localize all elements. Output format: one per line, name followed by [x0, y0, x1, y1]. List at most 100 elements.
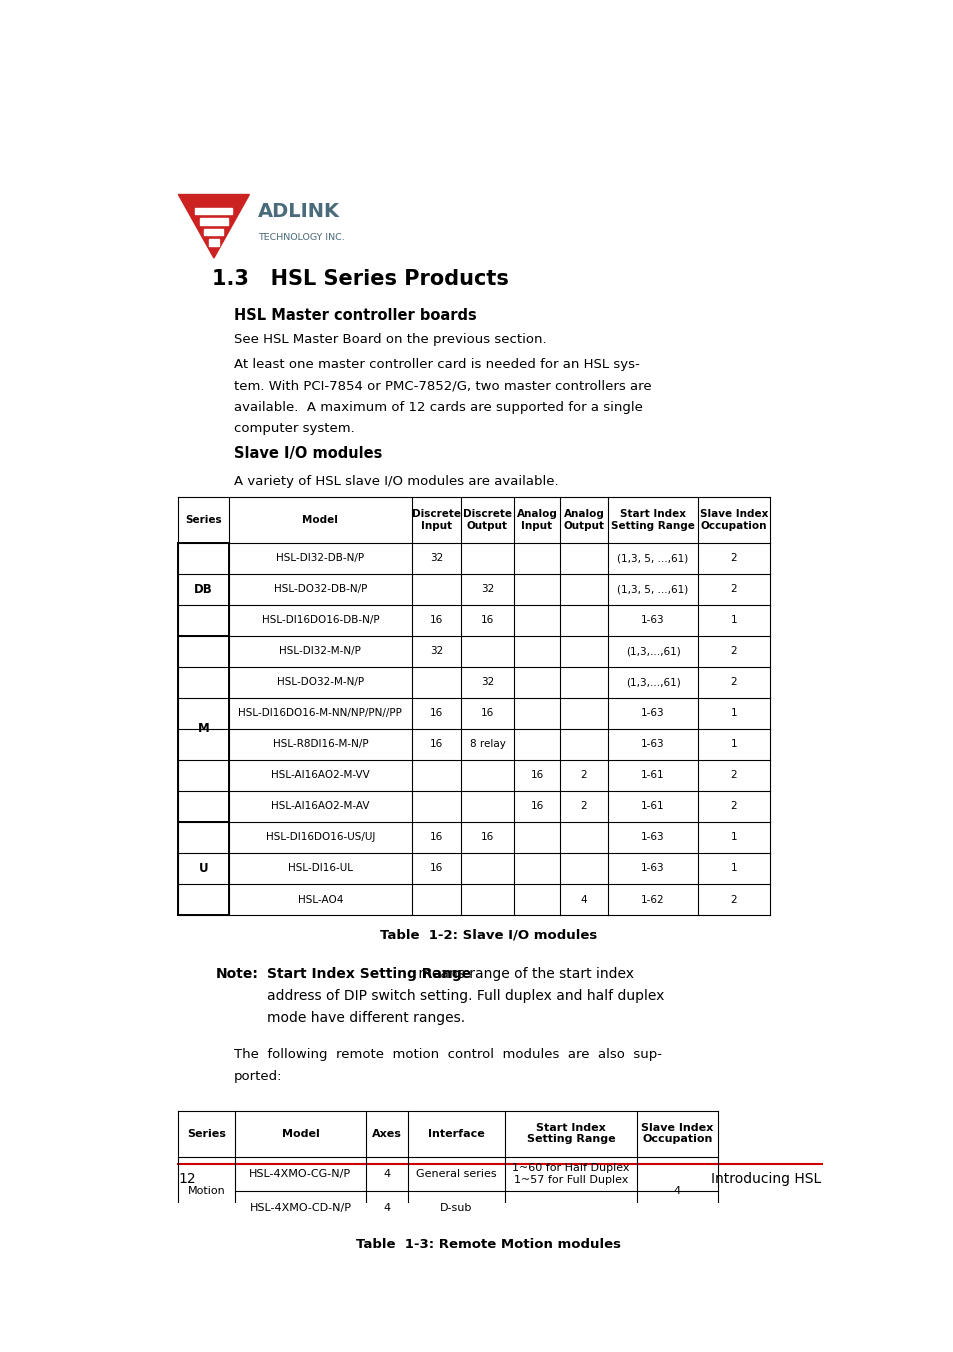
Text: Analog
Input: Analog Input — [516, 510, 557, 531]
Polygon shape — [199, 219, 228, 224]
Text: Table  1-3: Remote Motion modules: Table 1-3: Remote Motion modules — [356, 1237, 620, 1251]
Text: D-sub: D-sub — [439, 1203, 472, 1213]
Text: ADLINK: ADLINK — [258, 201, 340, 220]
Text: 1-63: 1-63 — [640, 708, 664, 718]
Text: Introducing HSL: Introducing HSL — [711, 1172, 821, 1186]
Text: computer system.: computer system. — [233, 422, 355, 435]
Text: HSL-4XMO-CD-N/P: HSL-4XMO-CD-N/P — [249, 1203, 351, 1213]
Text: HSL-4XMO-CG-N/P: HSL-4XMO-CG-N/P — [249, 1168, 351, 1179]
Polygon shape — [178, 195, 249, 258]
Text: 16: 16 — [430, 615, 442, 625]
Text: 2: 2 — [730, 553, 737, 564]
Text: 1: 1 — [730, 708, 737, 718]
Text: Start Index Setting Range: Start Index Setting Range — [267, 967, 471, 982]
Text: 1.3   HSL Series Products: 1.3 HSL Series Products — [212, 269, 508, 289]
Text: Axes: Axes — [372, 1129, 401, 1138]
Text: Model: Model — [302, 515, 338, 525]
Text: 16: 16 — [530, 802, 543, 811]
Text: 4: 4 — [383, 1168, 390, 1179]
Text: 2: 2 — [730, 584, 737, 595]
Text: Start Index
Setting Range: Start Index Setting Range — [526, 1122, 615, 1144]
Text: 16: 16 — [430, 833, 442, 842]
Text: HSL-R8DI16-M-N/P: HSL-R8DI16-M-N/P — [273, 740, 368, 749]
Text: Series: Series — [185, 515, 222, 525]
Text: The  following  remote  motion  control  modules  are  also  sup-: The following remote motion control modu… — [233, 1048, 661, 1061]
Text: 2: 2 — [580, 771, 587, 780]
Text: ported:: ported: — [233, 1071, 282, 1083]
Text: A variety of HSL slave I/O modules are available.: A variety of HSL slave I/O modules are a… — [233, 475, 558, 488]
Text: Discrete
Input: Discrete Input — [412, 510, 460, 531]
Text: 1~60 for Half Duplex
1~57 for Full Duplex: 1~60 for Half Duplex 1~57 for Full Duple… — [512, 1163, 629, 1184]
Text: (1,3,...,61): (1,3,...,61) — [625, 646, 679, 656]
Text: 32: 32 — [430, 553, 442, 564]
Text: 2: 2 — [580, 802, 587, 811]
Text: 8 relay: 8 relay — [469, 740, 505, 749]
Text: 1-63: 1-63 — [640, 864, 664, 873]
Text: 2: 2 — [730, 802, 737, 811]
Text: HSL-DI16DO16-US/UJ: HSL-DI16DO16-US/UJ — [265, 833, 375, 842]
Text: HSL-AI16AO2-M-AV: HSL-AI16AO2-M-AV — [271, 802, 369, 811]
Text: TECHNOLOGY INC.: TECHNOLOGY INC. — [258, 233, 345, 242]
Text: mode have different ranges.: mode have different ranges. — [267, 1011, 465, 1025]
Text: HSL-DI16DO16-DB-N/P: HSL-DI16DO16-DB-N/P — [261, 615, 378, 625]
Text: 1: 1 — [730, 740, 737, 749]
Text: Slave I/O modules: Slave I/O modules — [233, 446, 382, 461]
Text: HSL-DO32-DB-N/P: HSL-DO32-DB-N/P — [274, 584, 367, 595]
Text: 1: 1 — [730, 833, 737, 842]
Text: HSL-DI16-UL: HSL-DI16-UL — [288, 864, 353, 873]
Text: U: U — [198, 863, 208, 875]
Text: M: M — [197, 722, 210, 735]
Text: 16: 16 — [480, 833, 494, 842]
Text: available.  A maximum of 12 cards are supported for a single: available. A maximum of 12 cards are sup… — [233, 400, 642, 414]
Text: address of DIP switch setting. Full duplex and half duplex: address of DIP switch setting. Full dupl… — [267, 988, 664, 1003]
Text: 4: 4 — [383, 1203, 390, 1213]
Text: HSL-DI16DO16-M-NN/NP/PN//PP: HSL-DI16DO16-M-NN/NP/PN//PP — [238, 708, 402, 718]
Text: means range of the start index: means range of the start index — [413, 967, 633, 982]
Text: General series: General series — [416, 1168, 497, 1179]
Text: HSL-AO4: HSL-AO4 — [297, 895, 343, 904]
Text: 2: 2 — [730, 646, 737, 656]
Text: 1-63: 1-63 — [640, 740, 664, 749]
Text: Table  1-2: Slave I/O modules: Table 1-2: Slave I/O modules — [380, 929, 597, 941]
Text: 32: 32 — [480, 677, 494, 687]
Text: DB: DB — [194, 583, 213, 596]
Text: 32: 32 — [430, 646, 442, 656]
Text: At least one master controller card is needed for an HSL sys-: At least one master controller card is n… — [233, 358, 639, 370]
Text: Discrete
Output: Discrete Output — [462, 510, 512, 531]
Text: 16: 16 — [430, 740, 442, 749]
Text: Note:: Note: — [215, 967, 258, 982]
Text: 16: 16 — [480, 615, 494, 625]
Text: HSL-DO32-M-N/P: HSL-DO32-M-N/P — [276, 677, 363, 687]
Text: 12: 12 — [178, 1172, 195, 1186]
Text: Slave Index
Occupation: Slave Index Occupation — [640, 1122, 713, 1144]
Text: Interface: Interface — [428, 1129, 484, 1138]
Text: (1,3, 5, ...,61): (1,3, 5, ...,61) — [617, 584, 688, 595]
Text: 16: 16 — [430, 864, 442, 873]
Text: Analog
Output: Analog Output — [563, 510, 604, 531]
Text: (1,3,...,61): (1,3,...,61) — [625, 677, 679, 687]
Text: HSL Master controller boards: HSL Master controller boards — [233, 308, 476, 323]
Text: Slave Index
Occupation: Slave Index Occupation — [700, 510, 767, 531]
Text: 16: 16 — [480, 708, 494, 718]
Text: HSL-DI32-DB-N/P: HSL-DI32-DB-N/P — [276, 553, 364, 564]
Text: Model: Model — [281, 1129, 319, 1138]
Text: 2: 2 — [730, 895, 737, 904]
Text: 1: 1 — [730, 615, 737, 625]
Text: 1-61: 1-61 — [640, 802, 664, 811]
Text: Motion: Motion — [188, 1186, 225, 1197]
Text: 2: 2 — [730, 677, 737, 687]
Text: 1-63: 1-63 — [640, 833, 664, 842]
Text: See HSL Master Board on the previous section.: See HSL Master Board on the previous sec… — [233, 333, 546, 346]
Text: 1-61: 1-61 — [640, 771, 664, 780]
Text: tem. With PCI-7854 or PMC-7852/G, two master controllers are: tem. With PCI-7854 or PMC-7852/G, two ma… — [233, 380, 651, 392]
Text: (1,3, 5, ...,61): (1,3, 5, ...,61) — [617, 553, 688, 564]
Polygon shape — [195, 208, 233, 215]
Text: 16: 16 — [430, 708, 442, 718]
Text: Series: Series — [187, 1129, 226, 1138]
Polygon shape — [204, 228, 223, 235]
Text: 2: 2 — [730, 771, 737, 780]
Text: 1-62: 1-62 — [640, 895, 664, 904]
Text: 4: 4 — [580, 895, 587, 904]
Text: 4: 4 — [673, 1186, 680, 1197]
Text: HSL-AI16AO2-M-VV: HSL-AI16AO2-M-VV — [271, 771, 370, 780]
